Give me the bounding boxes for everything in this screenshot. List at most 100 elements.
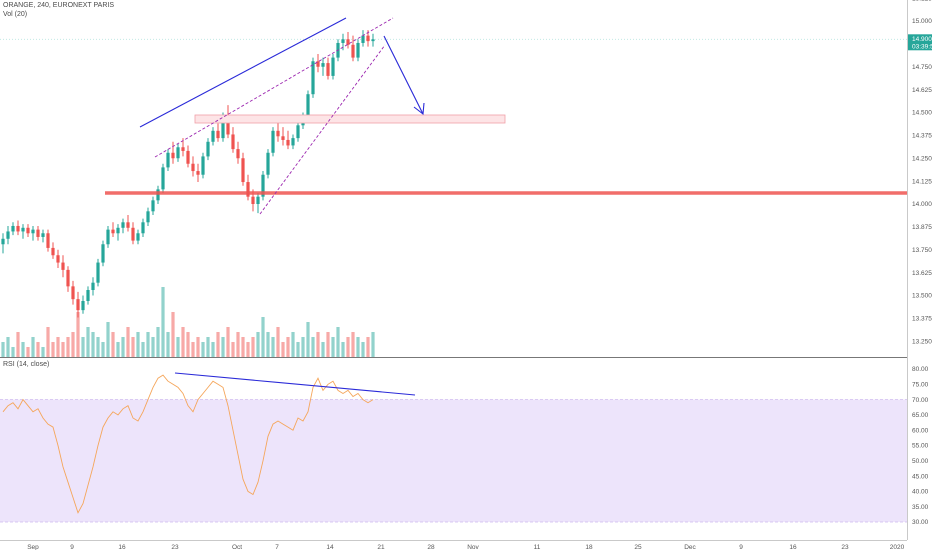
volume-bar-39 bbox=[196, 337, 200, 357]
candle-body-52 bbox=[261, 174, 265, 197]
volume-bar-5 bbox=[26, 347, 30, 357]
candle-body-59 bbox=[296, 125, 300, 139]
candle-body-54 bbox=[271, 130, 275, 153]
rsi-tick-6: 50.00 bbox=[912, 458, 929, 465]
candle-body-1 bbox=[6, 231, 10, 239]
rsi-line bbox=[2, 374, 374, 514]
volume-bar-37 bbox=[186, 332, 190, 357]
price-tick-3: 14.750 bbox=[912, 64, 932, 71]
price-tick-6: 14.375 bbox=[912, 133, 932, 140]
volume-bar-38 bbox=[191, 342, 195, 357]
candle-body-70 bbox=[351, 44, 355, 58]
candle-body-20 bbox=[101, 244, 105, 263]
rsi-tick-3: 65.00 bbox=[912, 412, 929, 419]
volume-bar-49 bbox=[246, 342, 250, 357]
candle-body-19 bbox=[96, 262, 100, 283]
price-tick-12: 13.625 bbox=[912, 270, 932, 277]
candle-body-32 bbox=[161, 167, 165, 190]
wedge-upper-line bbox=[154, 17, 394, 158]
rsi-tick-2: 70.00 bbox=[912, 397, 929, 404]
candle-body-46 bbox=[231, 134, 235, 150]
candle-body-18 bbox=[91, 282, 95, 291]
candle-body-10 bbox=[51, 247, 55, 256]
candle-body-73 bbox=[366, 35, 370, 42]
volume-bar-1 bbox=[6, 337, 10, 357]
volume-bar-69 bbox=[346, 337, 350, 357]
last-price-badge bbox=[908, 34, 932, 51]
time-tick-9: Nov bbox=[467, 544, 479, 550]
candle-body-53 bbox=[266, 152, 270, 175]
time-tick-10: 11 bbox=[534, 544, 541, 550]
candle-body-62 bbox=[311, 61, 315, 95]
volume-bar-20 bbox=[101, 342, 105, 357]
volume-bar-19 bbox=[96, 337, 100, 357]
rsi-tick-7: 45.00 bbox=[912, 473, 929, 480]
volume-bar-57 bbox=[286, 337, 290, 357]
volume-bar-48 bbox=[241, 337, 245, 357]
candle-body-30 bbox=[151, 200, 155, 212]
rsi-tick-0: 80.00 bbox=[912, 366, 929, 373]
volume-bar-46 bbox=[231, 342, 235, 357]
volume-bar-35 bbox=[176, 337, 180, 357]
candle-body-22 bbox=[111, 229, 115, 234]
candle-body-50 bbox=[251, 196, 255, 204]
volume-bar-55 bbox=[276, 327, 280, 357]
volume-bar-74 bbox=[371, 332, 375, 357]
price-tick-9: 14.000 bbox=[912, 201, 932, 208]
candle-body-71 bbox=[356, 42, 360, 58]
volume-bar-62 bbox=[311, 337, 315, 357]
rsi-divergence-line bbox=[174, 372, 416, 396]
volume-bar-42 bbox=[211, 342, 215, 357]
price-tick-14: 13.375 bbox=[912, 316, 932, 323]
candle-body-33 bbox=[166, 152, 170, 168]
last-price-text: 14.900 bbox=[912, 36, 932, 43]
volume-bar-68 bbox=[341, 342, 345, 357]
volume-bar-60 bbox=[301, 337, 305, 357]
price-tick-13: 13.500 bbox=[912, 293, 932, 300]
volume-legend-label: Vol (20) bbox=[3, 11, 28, 18]
price-tick-15: 13.250 bbox=[912, 338, 932, 345]
rsi-tick-8: 40.00 bbox=[912, 489, 929, 496]
symbol-title: ORANGE, 240, EURONEXT PARIS bbox=[3, 2, 114, 9]
volume-bar-11 bbox=[56, 337, 60, 357]
candle-body-72 bbox=[361, 35, 365, 43]
volume-bar-21 bbox=[106, 322, 110, 357]
volume-bar-3 bbox=[16, 332, 20, 357]
volume-bar-58 bbox=[291, 332, 295, 357]
volume-bar-59 bbox=[296, 342, 300, 357]
candle-body-9 bbox=[46, 233, 50, 248]
candle-body-55 bbox=[276, 130, 280, 137]
price-tick-5: 14.500 bbox=[912, 110, 932, 117]
volume-bar-71 bbox=[356, 337, 360, 357]
volume-bar-40 bbox=[201, 342, 205, 357]
candle-body-23 bbox=[116, 227, 120, 234]
candle-body-35 bbox=[176, 147, 180, 159]
rsi-tick-9: 35.00 bbox=[912, 504, 929, 511]
candle-body-31 bbox=[156, 189, 160, 201]
volume-bar-67 bbox=[336, 327, 340, 357]
candle-body-21 bbox=[106, 229, 110, 245]
candle-body-56 bbox=[281, 136, 285, 140]
volume-bar-70 bbox=[351, 332, 355, 357]
volume-bar-25 bbox=[126, 327, 130, 357]
price-tick-10: 13.875 bbox=[912, 224, 932, 231]
volume-bar-12 bbox=[61, 342, 65, 357]
time-tick-5: 7 bbox=[275, 544, 279, 550]
candle-body-41 bbox=[206, 141, 210, 157]
volume-bar-51 bbox=[256, 332, 260, 357]
candle-body-64 bbox=[321, 63, 325, 67]
volume-bar-26 bbox=[131, 337, 135, 357]
candle-body-29 bbox=[146, 211, 150, 223]
candle-body-58 bbox=[291, 138, 295, 146]
price-tick-11: 13.750 bbox=[912, 247, 932, 254]
volume-bar-22 bbox=[111, 332, 115, 357]
volume-bar-73 bbox=[366, 337, 370, 357]
time-tick-15: 16 bbox=[789, 544, 797, 550]
rsi-tick-5: 55.00 bbox=[912, 443, 929, 450]
time-tick-0: Sep bbox=[27, 544, 39, 550]
candle-body-2 bbox=[11, 225, 15, 232]
candle-body-65 bbox=[326, 63, 330, 76]
time-tick-6: 14 bbox=[326, 544, 334, 550]
volume-bar-15 bbox=[76, 312, 80, 357]
candle-body-44 bbox=[221, 116, 225, 139]
